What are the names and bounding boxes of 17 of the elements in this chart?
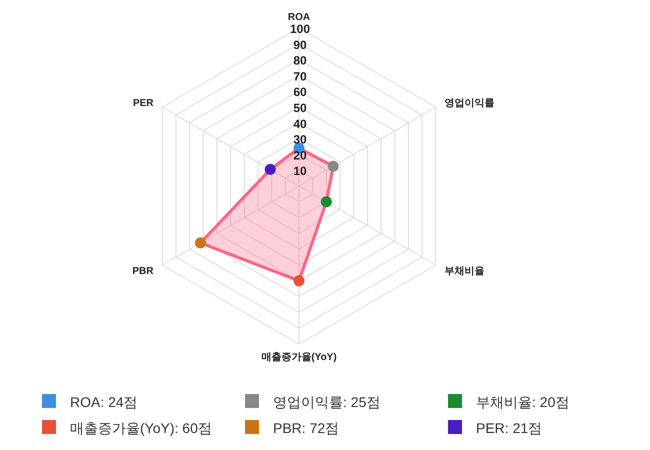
- y-tick-label: 80: [293, 54, 307, 68]
- y-tick-label: 20: [293, 148, 307, 162]
- spoke-label: 매출증가율(YoY): [261, 352, 337, 363]
- spoke-label: 영업이익률: [444, 98, 494, 109]
- y-tick-label: 90: [293, 38, 307, 52]
- spoke-label: PBR: [132, 266, 154, 277]
- y-tick-label: 50: [293, 101, 307, 115]
- y-tick-label: 70: [293, 69, 307, 84]
- y-tick-label: 100: [290, 22, 310, 36]
- y-tick-label: 40: [293, 116, 307, 131]
- y-tick-label: 60: [293, 85, 307, 100]
- y-tick-label: 30: [293, 132, 307, 147]
- spoke-label: 부채비율: [444, 266, 484, 277]
- spoke-label: ROA: [288, 12, 310, 23]
- spoke-label: PER: [132, 98, 154, 109]
- notes: ROA: 24점 영업이익률: 25점 부채비율: 20점 매출증가율(YoY): 60점 PBR: 72점 PER: 21점: [42, 394, 570, 436]
- y-tick-label: 10: [293, 164, 307, 178]
